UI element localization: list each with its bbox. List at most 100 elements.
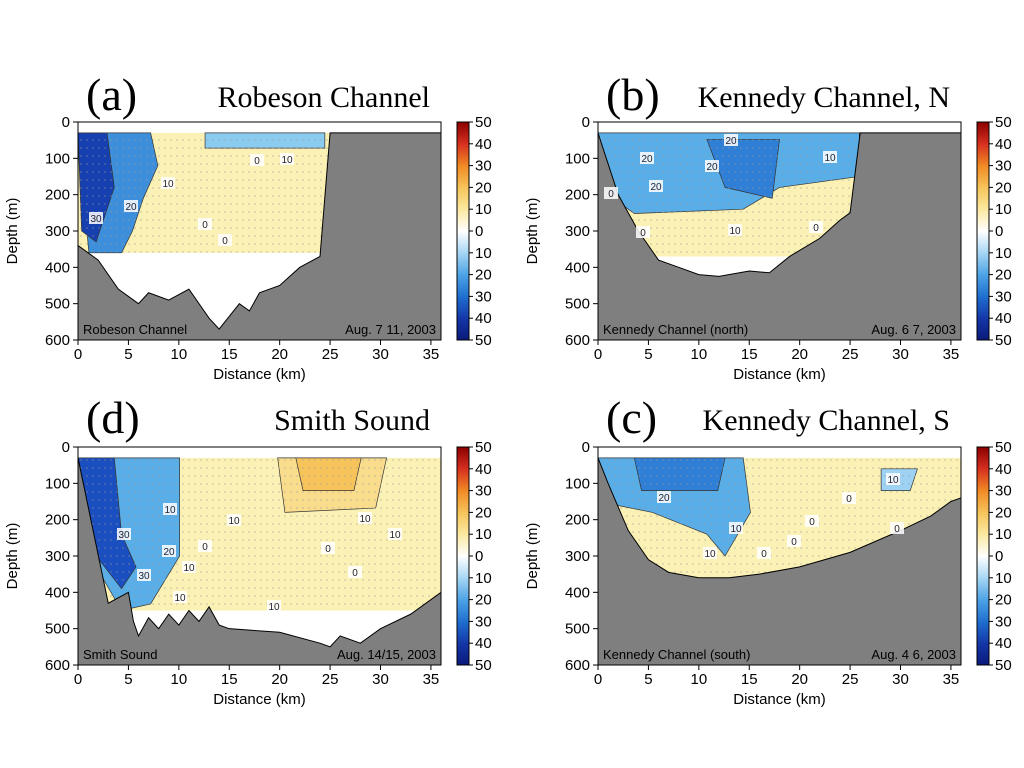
x-tick-label: 30 [372,671,389,688]
colorbar-tick-label: 50 [475,332,492,349]
bathymetry [78,132,441,340]
panel-label: (a) [86,69,137,120]
contour-label: 30 [138,571,150,582]
colorbar-segment [977,468,989,492]
contour-label: 10 [228,516,240,527]
colorbar-segment [457,577,469,601]
contour-label: 0 [202,542,208,553]
y-tick-label: 0 [62,114,70,131]
x-tick-label: 10 [690,671,707,688]
colorbar-segment [457,231,469,254]
y-tick-label: 200 [565,187,590,204]
contour-label: 10 [359,514,371,525]
colorbar-tick-label: 10 [475,201,492,218]
contour-label-bg [198,218,212,230]
colorbar-tick-label: 20 [475,592,492,609]
colorbar-tick-label: 40 [475,136,492,153]
contour-label: 0 [791,537,797,548]
date-label: Aug. 14/15, 2003 [337,647,436,662]
contour-label: 30 [90,214,102,225]
contour-label-bg [198,540,212,552]
inset-label: Smith Sound [83,647,157,662]
contour-label-bg [886,473,900,485]
colorbar-tick-label: 50 [995,439,1012,456]
colorbar-tick-label: 30 [475,288,492,305]
contour-label: 10 [824,153,836,164]
colorbar-segment [977,209,989,232]
colorbar-segment [457,252,469,276]
colorbar-segment [977,490,989,513]
contour-label: 0 [352,568,358,579]
x-tick-label: 5 [124,346,132,363]
contour-label-bg [182,561,196,573]
panel-title: Kennedy Channel, S [703,404,950,437]
x-axis-label: Distance (km) [733,691,826,708]
contour-label: 0 [325,544,331,555]
contour-label: 20 [706,162,718,173]
colorbar-tick-label: 30 [995,158,1012,175]
colorbar-tick-label: 10 [995,526,1012,543]
contour-label-bg [227,514,241,526]
colorbar-segment [977,534,989,557]
colorbar-tick-label: 50 [475,114,492,131]
colorbar-segment [977,296,989,319]
y-tick-label: 600 [45,332,70,349]
contour-label-bg [358,512,372,524]
contour-label-bg [636,226,650,238]
x-tick-label: 20 [271,671,288,688]
colorbar-segment [977,274,989,297]
date-label: Aug. 7 11, 2003 [345,322,436,337]
colorbar-tick-label: 30 [475,158,492,175]
y-tick-label: 500 [565,621,590,638]
colorbar-tick-label: 30 [995,483,1012,500]
y-tick-label: 0 [582,114,590,131]
colorbar-tick-label: 10 [475,526,492,543]
contour-label: 0 [608,189,614,200]
colorbar-tick-label: 50 [475,657,492,674]
contour-label: 10 [730,524,742,535]
contour-label-bg [161,177,175,189]
colorbar-segment [457,643,469,666]
y-tick-label: 100 [565,150,590,167]
x-axis-label: Distance (km) [213,366,306,383]
x-tick-label: 35 [943,671,960,688]
colorbar-tick-label: 50 [995,114,1012,131]
colorbar-tick-label: 50 [475,439,492,456]
x-tick-label: 20 [791,671,808,688]
colorbar-segment [977,643,989,666]
x-tick-label: 0 [594,671,602,688]
x-tick-label: 25 [842,671,859,688]
y-tick-label: 400 [45,584,70,601]
contour-label-bg [649,180,663,192]
y-tick-label: 200 [45,512,70,529]
y-tick-label: 600 [45,657,70,674]
contour-label: 0 [254,156,260,167]
colorbar-tick-label: 50 [995,657,1012,674]
contour-label: 10 [887,475,899,486]
colorbar-segment [457,556,469,579]
y-tick-label: 200 [565,512,590,529]
contour-label-bg [89,212,103,224]
contour-label: 0 [202,220,208,231]
colorbar-tick-label: 20 [995,504,1012,521]
contour-label: 20 [641,154,653,165]
contour-label: 0 [813,223,819,234]
bathymetry [598,132,961,340]
contour-label: 10 [164,505,176,516]
contour-label: 0 [846,494,852,505]
contour-label: 20 [163,547,175,558]
colorbar-segment [457,165,469,188]
x-tick-label: 35 [943,346,960,363]
contour-label: 10 [183,563,195,574]
colorbar-tick-label: 30 [475,483,492,500]
contour-label: 0 [640,228,646,239]
contour-label: 20 [650,182,662,193]
y-tick-label: 200 [45,187,70,204]
contour-label-bg [267,600,281,612]
plot-area [598,132,961,340]
colorbar-tick-label: 0 [475,548,483,565]
y-tick-label: 500 [565,296,590,313]
colorbar-tick-label: 20 [995,179,1012,196]
contour-label-bg [137,569,151,581]
contour-label: 0 [894,524,900,535]
